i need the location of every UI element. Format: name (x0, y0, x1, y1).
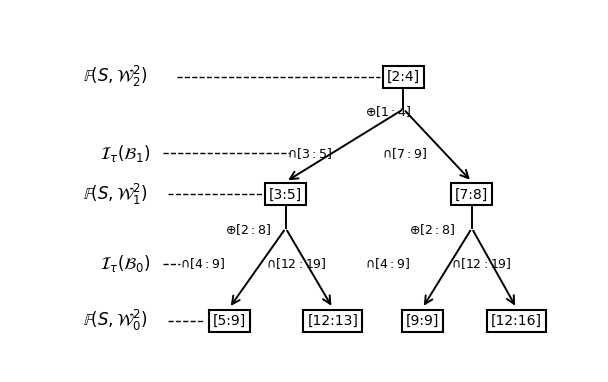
Text: $\mathbb{F}(S, \mathcal{W}_2^2)$: $\mathbb{F}(S, \mathcal{W}_2^2)$ (83, 64, 148, 89)
Text: $\mathcal{I}_\tau(\mathcal{B}_1)$: $\mathcal{I}_\tau(\mathcal{B}_1)$ (100, 143, 151, 164)
Text: [9:9]: [9:9] (406, 314, 439, 328)
Text: $\cap[4:9]$: $\cap[4:9]$ (180, 256, 225, 271)
Text: [7:8]: [7:8] (455, 188, 488, 201)
Text: [5:9]: [5:9] (213, 314, 246, 328)
Text: [3:5]: [3:5] (269, 188, 302, 201)
Text: $\cap[12:19]$: $\cap[12:19]$ (451, 256, 511, 271)
Text: $\cap[4:9]$: $\cap[4:9]$ (365, 256, 409, 271)
Text: $\oplus[2:8]$: $\oplus[2:8]$ (225, 222, 271, 237)
Text: $\mathcal{I}_\tau(\mathcal{B}_0)$: $\mathcal{I}_\tau(\mathcal{B}_0)$ (100, 253, 151, 274)
Text: $\cap[12:19]$: $\cap[12:19]$ (266, 256, 327, 271)
Text: $\mathbb{F}(S, \mathcal{W}_1^2)$: $\mathbb{F}(S, \mathcal{W}_1^2)$ (83, 182, 148, 207)
Text: [12:13]: [12:13] (308, 314, 358, 328)
Text: [12:16]: [12:16] (491, 314, 542, 328)
Text: $\cap[3:5]$: $\cap[3:5]$ (287, 146, 331, 161)
Text: $\cap[7:9]$: $\cap[7:9]$ (382, 146, 427, 161)
Text: [2:4]: [2:4] (387, 70, 420, 84)
Text: $\oplus[1:4]$: $\oplus[1:4]$ (365, 105, 411, 120)
Text: $\mathbb{F}(S, \mathcal{W}_0^2)$: $\mathbb{F}(S, \mathcal{W}_0^2)$ (83, 308, 148, 333)
Text: $\oplus[2:8]$: $\oplus[2:8]$ (409, 222, 455, 237)
